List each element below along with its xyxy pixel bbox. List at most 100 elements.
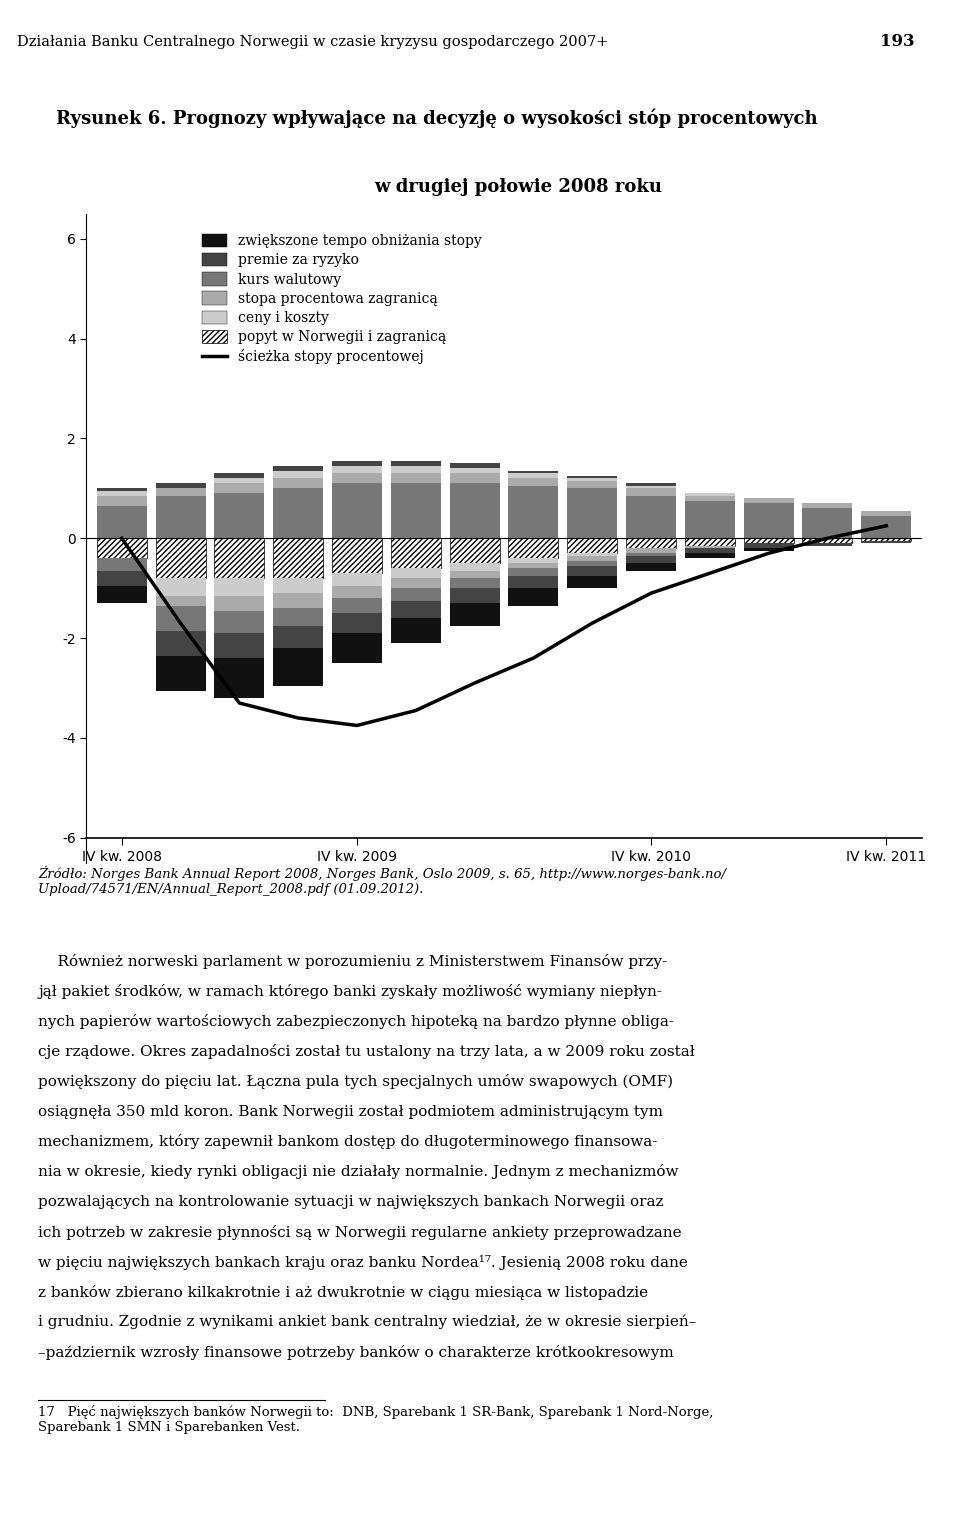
Bar — [391, 484, 441, 538]
Bar — [391, 579, 441, 588]
Text: 193: 193 — [880, 34, 915, 50]
Bar — [567, 556, 617, 560]
Text: ich potrzeb w zakresie płynności są w Norwegii regularne ankiety przeprowadzane: ich potrzeb w zakresie płynności są w No… — [38, 1225, 682, 1240]
Text: z banków zbierano kilkakrotnie i aż dwukrotnie w ciągu miesiąca w listopadzie: z banków zbierano kilkakrotnie i aż dwuk… — [38, 1284, 649, 1299]
Bar — [274, 489, 324, 538]
Bar — [449, 571, 499, 579]
Bar — [509, 568, 559, 576]
Bar — [214, 658, 264, 698]
Text: i grudniu. Zgodnie z wynikami ankiet bank centralny wiedział, że w okresie sierp: i grudniu. Zgodnie z wynikami ankiet ban… — [38, 1315, 697, 1330]
Bar — [626, 538, 676, 548]
Bar — [449, 588, 499, 603]
Bar — [391, 618, 441, 643]
Bar — [567, 489, 617, 538]
Bar — [214, 473, 264, 478]
Bar — [274, 579, 324, 592]
Legend: zwiększone tempo obniżania stopy, premie za ryzyko, kurs walutowy, stopa procent: zwiększone tempo obniżania stopy, premie… — [202, 234, 482, 365]
Bar — [391, 461, 441, 466]
Bar — [684, 545, 734, 548]
Bar — [626, 556, 676, 563]
Text: osiągnęła 350 mld koron. Bank Norwegii został podmiotem administrującym tym: osiągnęła 350 mld koron. Bank Norwegii z… — [38, 1106, 663, 1119]
Bar — [744, 498, 794, 504]
Bar — [97, 571, 147, 586]
Bar — [332, 634, 382, 663]
Bar — [156, 606, 205, 631]
Bar — [803, 544, 852, 545]
Bar — [744, 544, 794, 548]
Text: nia w okresie, kiedy rynki obligacji nie działały normalnie. Jednym z mechanizmó: nia w okresie, kiedy rynki obligacji nie… — [38, 1165, 679, 1179]
Bar — [332, 538, 382, 573]
Bar — [274, 538, 324, 579]
Text: nych papierów wartościowych zabezpieczonych hipoteką na bardzo płynne obliga-: nych papierów wartościowych zabezpieczon… — [38, 1014, 674, 1029]
Bar — [214, 634, 264, 658]
Text: powiększony do pięciu lat. Łączna pula tych specjalnych umów swapowych (OMF): powiększony do pięciu lat. Łączna pula t… — [38, 1075, 674, 1089]
Text: w drugiej połowie 2008 roku: w drugiej połowie 2008 roku — [374, 177, 662, 195]
Bar — [626, 484, 676, 486]
Bar — [97, 490, 147, 496]
Bar — [744, 504, 794, 538]
Bar — [684, 538, 734, 545]
Bar — [274, 466, 324, 470]
Bar — [274, 592, 324, 608]
Bar — [626, 563, 676, 571]
Text: Źródło: Norges Bank Annual Report 2008, Norges Bank, Oslo 2009, s. 65, http://ww: Źródło: Norges Bank Annual Report 2008, … — [38, 866, 727, 896]
Bar — [449, 563, 499, 571]
Bar — [332, 484, 382, 538]
Bar — [449, 463, 499, 469]
Bar — [214, 538, 264, 579]
Bar — [214, 596, 264, 611]
Bar — [274, 470, 324, 478]
Bar — [332, 461, 382, 466]
Bar — [156, 489, 205, 496]
Bar — [509, 470, 559, 473]
Bar — [803, 504, 852, 508]
Bar — [803, 508, 852, 538]
Bar — [156, 496, 205, 538]
Bar — [684, 548, 734, 553]
Bar — [214, 611, 264, 634]
Bar — [449, 473, 499, 484]
Bar — [156, 596, 205, 606]
Bar — [274, 647, 324, 686]
Bar — [97, 559, 147, 571]
Bar — [449, 538, 499, 563]
Bar — [567, 553, 617, 556]
Bar — [332, 573, 382, 586]
Bar — [274, 478, 324, 489]
Text: Rysunek 6. Prognozy wpływające na decyzję o wysokości stóp procentowych: Rysunek 6. Prognozy wpływające na decyzj… — [56, 108, 818, 128]
Bar — [684, 501, 734, 538]
Bar — [509, 559, 559, 563]
Text: pozwalających na kontrolowanie sytuacji w największych bankach Norwegii oraz: pozwalających na kontrolowanie sytuacji … — [38, 1196, 664, 1209]
Bar — [626, 548, 676, 553]
Text: cje rządowe. Okres zapadalności został tu ustalony na trzy lata, a w 2009 roku z: cje rządowe. Okres zapadalności został t… — [38, 1044, 695, 1060]
Bar — [214, 493, 264, 538]
Text: Również norweski parlament w porozumieniu z Ministerstwem Finansów przy-: Również norweski parlament w porozumieni… — [38, 954, 667, 970]
Bar — [274, 626, 324, 647]
Bar — [567, 538, 617, 553]
Bar — [391, 538, 441, 568]
Bar — [391, 473, 441, 484]
Text: jął pakiet środków, w ramach którego banki zyskały możliwość wymiany niepłyn-: jął pakiet środków, w ramach którego ban… — [38, 985, 662, 999]
Bar — [567, 565, 617, 576]
Bar — [567, 481, 617, 489]
Bar — [567, 476, 617, 478]
Bar — [684, 493, 734, 496]
Bar — [274, 608, 324, 626]
Bar — [332, 473, 382, 484]
Bar — [391, 568, 441, 579]
Bar — [156, 655, 205, 690]
Bar — [861, 538, 911, 541]
Text: w pięciu największych bankach kraju oraz banku Nordea¹⁷. Jesienią 2008 roku dane: w pięciu największych bankach kraju oraz… — [38, 1255, 688, 1269]
Text: mechanizmem, który zapewnił bankom dostęp do długoterminowego finansowa-: mechanizmem, który zapewnił bankom dostę… — [38, 1135, 658, 1150]
Bar — [509, 486, 559, 538]
Bar — [97, 505, 147, 538]
Bar — [332, 599, 382, 614]
Bar — [861, 516, 911, 538]
Bar — [626, 496, 676, 538]
Bar — [803, 538, 852, 544]
Bar — [156, 538, 205, 579]
Text: –październik wzrosły finansowe potrzeby banków o charakterze krótkookresowym: –październik wzrosły finansowe potrzeby … — [38, 1345, 674, 1359]
Bar — [626, 486, 676, 489]
Bar — [449, 603, 499, 626]
Bar — [97, 538, 147, 559]
